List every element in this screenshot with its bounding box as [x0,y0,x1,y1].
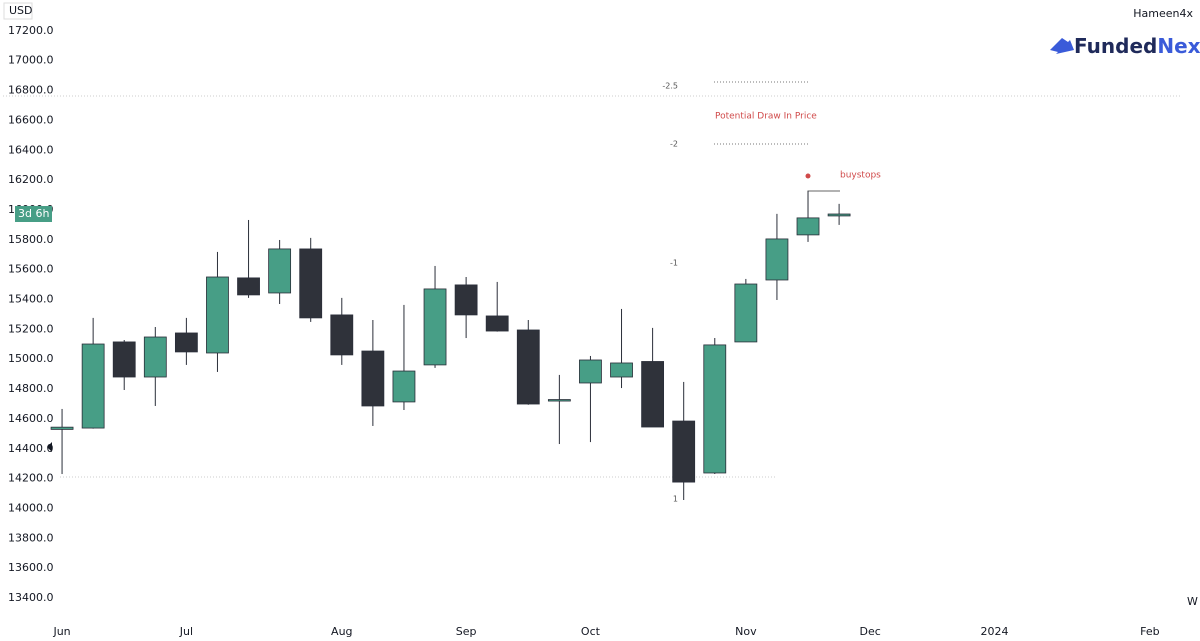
y-tick-label: 14800.0 [8,382,54,395]
candle-body [330,314,354,356]
annotation: Potential Draw In Price [715,112,817,122]
candle-body [703,344,727,474]
candle-body [516,329,540,405]
interval: W [1187,595,1198,608]
candle-body [827,213,851,217]
candle-body [299,248,323,319]
x-tick-label: Sep [456,625,477,638]
y-tick-label: 15800.0 [8,233,54,246]
candle-body [361,350,385,407]
candle-body [485,315,509,332]
annotation: buystops [840,171,881,181]
candle-body [143,336,167,378]
fib-label: -2.5 [662,82,678,91]
candle-body [206,276,229,354]
marker [805,173,811,179]
candle-body [796,217,820,236]
candle-body [765,238,789,281]
y-tick-label: 13400.0 [8,591,54,604]
price-pointer [47,442,52,452]
x-tick-label: Nov [735,625,757,638]
candle-body [392,370,416,403]
x-tick-label: Jun [52,625,70,638]
candle-body [112,341,136,378]
y-tick-label: 15000.0 [8,352,54,365]
y-tick-label: 14400.0 [8,442,54,455]
x-tick-label: Feb [1140,625,1159,638]
y-tick-label: 16800.0 [8,84,54,97]
logo-text: FundedNext [1074,34,1200,58]
candle-body [50,426,74,430]
candle-body [734,283,758,343]
axes: 13400.0 13600.0 13800.0 14000.0 14200.0 14400… [0,24,1160,638]
y-tick-label: 14000.0 [8,502,54,515]
x-tick-label: Dec [860,625,881,638]
candle-body [672,420,696,483]
candle-body [268,248,292,294]
countdown: 3d 6h [18,207,49,220]
y-tick-label: 15200.0 [8,322,54,335]
currency: USD [9,4,33,17]
countdown-box [15,206,52,222]
fib-label: -1 [670,259,678,268]
logo-part: Next [1157,34,1200,58]
author: Hameen4x [1133,7,1193,20]
x-tick-label: Oct [581,625,601,638]
candle-body [610,362,633,378]
logo-part: Funded [1074,34,1157,58]
candle-body [579,359,602,384]
y-tick-label: 15600.0 [8,263,54,276]
y-tick-label: 17200.0 [8,24,54,37]
y-tick-label: 17000.0 [8,54,54,67]
y-tick-label: 14600.0 [8,412,54,425]
candle-body [547,399,571,402]
y-tick-label: 13800.0 [8,531,54,544]
y-tick-label: 16400.0 [8,143,54,156]
y-tick-label: 16200.0 [8,173,54,186]
candle-body [423,288,447,366]
candle-body [237,277,260,296]
x-tick-label: 2024 [981,625,1009,638]
candles [50,190,851,501]
y-tick-label: 16600.0 [8,113,54,126]
candle-body [174,332,198,353]
currency-box [3,2,33,20]
y-tick-label: 14200.0 [8,472,54,485]
y-tick-label: 13600.0 [8,561,54,574]
candle-body [641,361,665,428]
candle-body [81,343,105,429]
x-tick-label: Aug [331,625,352,638]
logo: FundedNext [1050,34,1200,58]
x-tick-label: Jul [179,625,193,638]
y-tick-label: 15400.0 [8,293,54,306]
candle-body [454,284,478,316]
fib-label: -2 [670,140,678,149]
bracket [807,190,840,212]
logo-icon [1050,38,1074,54]
fib-label: 1 [673,495,678,504]
